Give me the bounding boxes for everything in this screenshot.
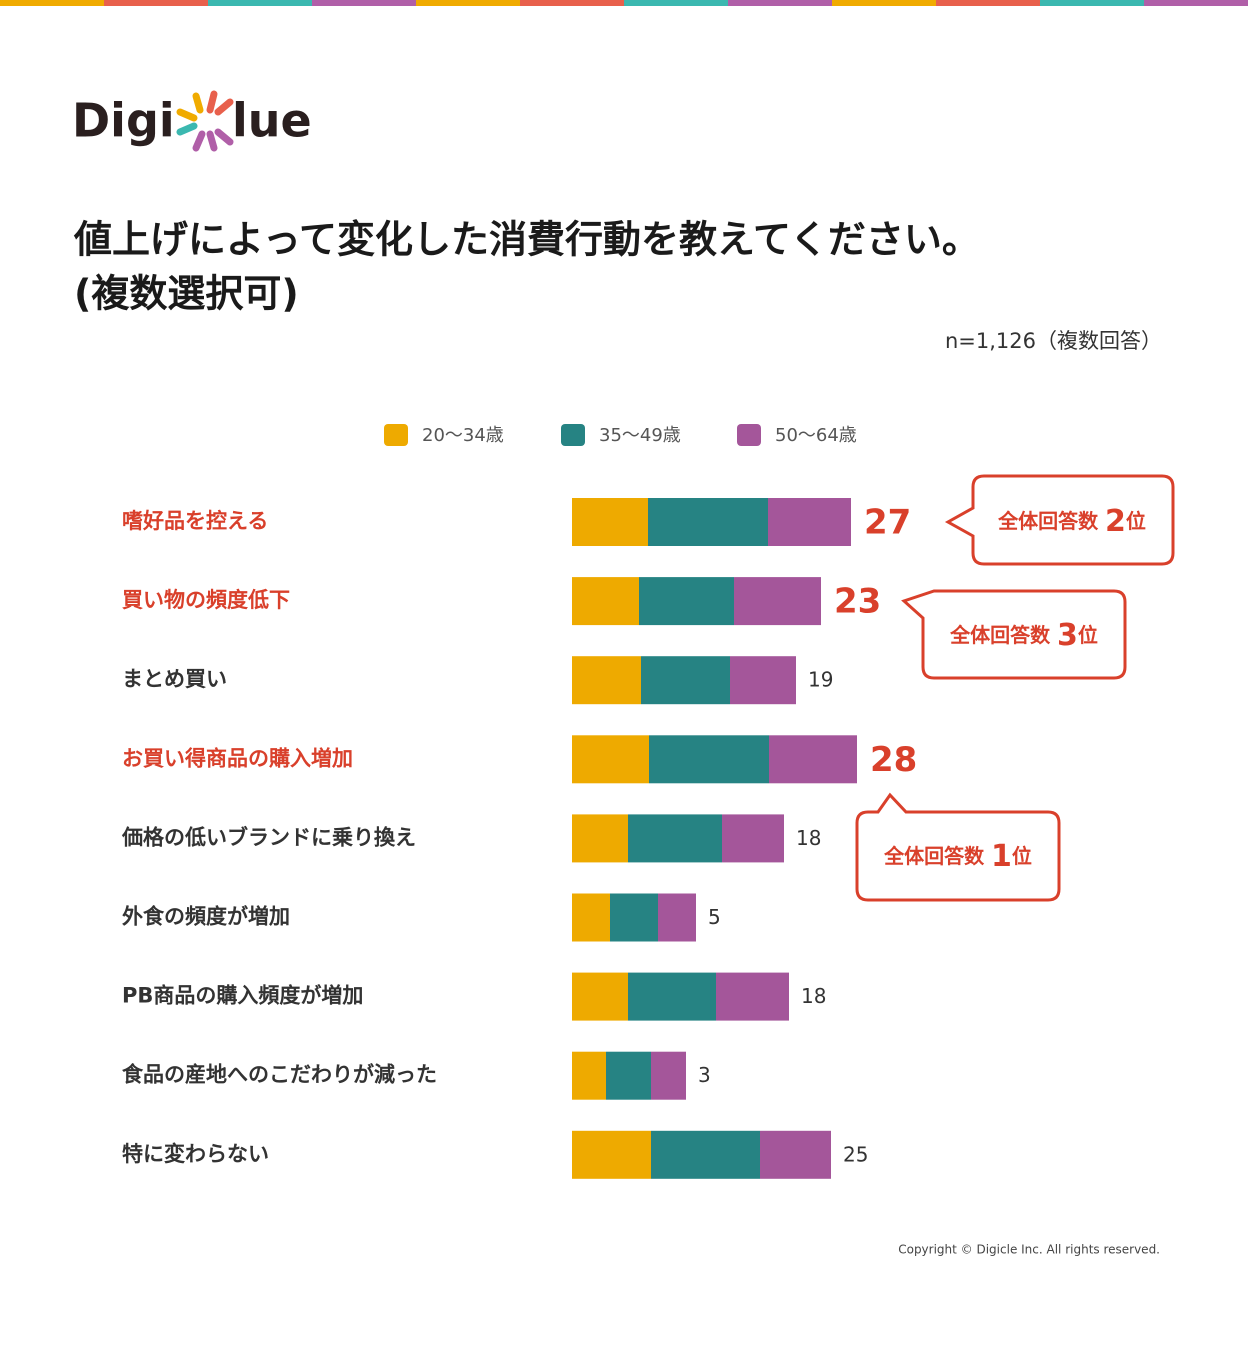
bar-segment <box>572 814 628 863</box>
logo-icon <box>176 90 234 152</box>
category-label: 特に変わらない <box>122 1142 269 1166</box>
logo-text: lue <box>232 94 312 148</box>
logo-text: Digi <box>72 94 175 148</box>
total-label: 25 <box>843 1142 868 1166</box>
bar-segment <box>651 1051 686 1100</box>
bar-segment <box>648 498 768 546</box>
bar-segment <box>769 735 857 784</box>
total-label: 5 <box>708 905 721 929</box>
legend-swatch <box>384 424 408 446</box>
category-label: お買い得商品の購入増加 <box>122 746 353 770</box>
bar-segment <box>760 1130 831 1179</box>
category-label: PB商品の購入頻度が増加 <box>122 984 363 1008</box>
bar-segment <box>641 656 730 705</box>
total-label: 18 <box>801 984 826 1008</box>
bar-segment <box>572 577 639 626</box>
bar-segment <box>639 577 734 626</box>
total-label: 28 <box>870 740 917 780</box>
bar-segment <box>628 972 716 1021</box>
total-label: 27 <box>864 503 911 543</box>
total-label: 19 <box>808 668 833 692</box>
legend-label: 50〜64歳 <box>775 425 857 446</box>
category-label: 嗜好品を控える <box>122 509 268 533</box>
bar-segment <box>716 972 789 1021</box>
callout: 全体回答数 1位 <box>855 792 1061 902</box>
bar-segment <box>572 893 610 942</box>
callout-text: 全体回答数 1位 <box>883 839 1032 874</box>
callout-text: 全体回答数 3位 <box>949 618 1098 653</box>
bar-segment <box>768 498 851 546</box>
bar-segment <box>572 1130 651 1179</box>
legend-label: 35〜49歳 <box>599 425 681 446</box>
bar-segment <box>610 893 658 942</box>
bar-segment <box>651 1130 760 1179</box>
legend-swatch <box>737 424 761 446</box>
copyright: Copyright © Digicle Inc. All rights rese… <box>898 1243 1160 1257</box>
bar-segment <box>649 735 769 784</box>
bar-segment <box>628 814 722 863</box>
title: 値上げによって変化した消費行動を教えてください。 <box>73 218 980 262</box>
category-label: 買い物の頻度低下 <box>122 588 290 612</box>
category-label: 価格の低いブランドに乗り換え <box>121 825 416 849</box>
bar-segment <box>572 498 648 546</box>
bar-segment <box>730 656 796 705</box>
total-label: 3 <box>698 1063 711 1087</box>
total-label: 18 <box>796 826 821 850</box>
bar-segment <box>606 1051 651 1100</box>
bar-segment <box>722 814 784 863</box>
callout-text: 全体回答数 2位 <box>997 504 1146 539</box>
bar-segment <box>572 972 628 1021</box>
logo: Digi lue <box>72 90 312 152</box>
callout: 全体回答数 3位 <box>901 589 1127 680</box>
total-label: 23 <box>834 582 881 622</box>
bar-segment <box>572 1051 606 1100</box>
top-stripe <box>0 0 1248 6</box>
bar-segment <box>572 656 641 705</box>
legend-label: 20〜34歳 <box>422 425 504 446</box>
category-label: 食品の産地へのこだわりが減った <box>122 1063 437 1087</box>
sample-note: n=1,126（複数回答） <box>945 329 1162 353</box>
bar-segment <box>734 577 821 626</box>
subtitle: (複数選択可) <box>74 272 299 316</box>
category-label: まとめ買い <box>122 667 227 691</box>
bar-segment <box>572 735 649 784</box>
category-label: 外食の頻度が増加 <box>122 905 290 929</box>
legend-swatch <box>561 424 585 446</box>
bar-segment <box>658 893 696 942</box>
callout: 全体回答数 2位 <box>944 474 1175 566</box>
